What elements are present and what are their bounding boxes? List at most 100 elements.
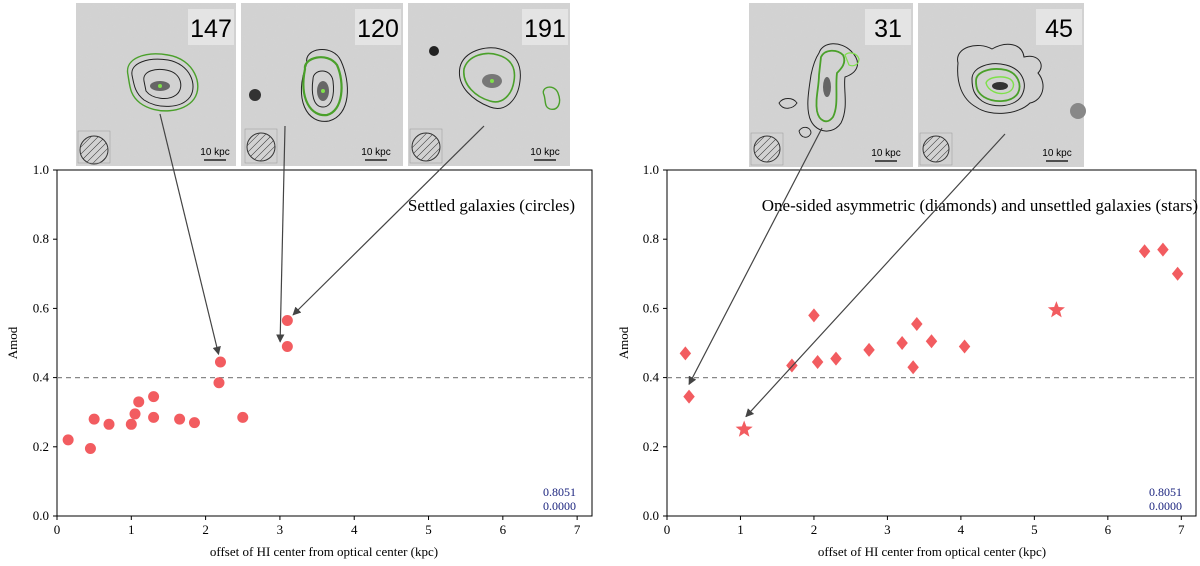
x-tick-label: 6 bbox=[1105, 522, 1112, 537]
thumbnail-arrow-31 bbox=[688, 127, 823, 386]
thumbnail-row-left: 147 10 kpc 120 bbox=[76, 3, 570, 166]
y-tick-label: 0.6 bbox=[33, 300, 50, 315]
thumbnail-label-147: 147 bbox=[190, 15, 232, 43]
right-panel: 31 10 kpc 45 bbox=[616, 3, 1198, 559]
y-tick-label: 0.4 bbox=[643, 370, 660, 385]
data-point-diamond bbox=[1171, 266, 1184, 281]
x-tick-label: 5 bbox=[1031, 522, 1038, 537]
data-point-diamond bbox=[925, 334, 938, 349]
data-point-diamond bbox=[1138, 244, 1151, 259]
x-tick-label: 2 bbox=[202, 522, 209, 537]
x-tick-label: 4 bbox=[351, 522, 358, 537]
right-panel-title: One-sided asymmetric (diamonds) and unse… bbox=[762, 196, 1198, 215]
y-tick-label: 0.2 bbox=[643, 439, 659, 454]
y-tick-label: 0.8 bbox=[643, 231, 659, 246]
y-tick-label: 0.2 bbox=[33, 439, 49, 454]
left-x-axis-label: offset of HI center from optical center … bbox=[210, 544, 438, 559]
x-tick-label: 2 bbox=[811, 522, 818, 537]
y-tick-label: 0.4 bbox=[33, 370, 50, 385]
galaxy-thumbnail-147: 147 10 kpc bbox=[76, 3, 236, 166]
x-tick-label: 5 bbox=[425, 522, 432, 537]
data-point-star bbox=[1047, 301, 1065, 318]
data-point-circle bbox=[133, 396, 145, 408]
x-tick-label: 7 bbox=[1178, 522, 1185, 537]
y-tick-label: 0.0 bbox=[643, 508, 659, 523]
data-point-circle bbox=[213, 377, 225, 389]
data-point-circle bbox=[188, 417, 200, 429]
y-tick-label: 1.0 bbox=[643, 162, 659, 177]
thumbnail-arrow-45 bbox=[745, 133, 1006, 418]
left-stat-value-2: 0.0000 bbox=[543, 499, 576, 513]
data-point-diamond bbox=[830, 351, 842, 366]
right-y-axis-label: Amod bbox=[616, 326, 631, 359]
x-tick-label: 1 bbox=[737, 522, 744, 537]
data-point-circle bbox=[148, 391, 160, 403]
x-tick-label: 4 bbox=[958, 522, 965, 537]
galaxy-thumbnail-120: 120 10 kpc bbox=[241, 3, 403, 166]
data-point-circle bbox=[174, 413, 186, 425]
scale-label: 10 kpc bbox=[361, 147, 390, 158]
thumbnail-label-120: 120 bbox=[357, 15, 399, 43]
data-point-star bbox=[735, 420, 753, 437]
data-point-circle bbox=[281, 340, 293, 352]
x-tick-label: 1 bbox=[128, 522, 135, 537]
thumbnail-row-right: 31 10 kpc 45 bbox=[749, 3, 1086, 167]
data-point-diamond bbox=[863, 342, 875, 357]
data-point-diamond bbox=[958, 339, 971, 354]
left-y-axis-label: Amod bbox=[5, 326, 20, 359]
scale-label: 10 kpc bbox=[1042, 148, 1071, 159]
data-point-diamond bbox=[907, 360, 919, 375]
x-tick-label: 3 bbox=[884, 522, 891, 537]
right-stat-value-2: 0.0000 bbox=[1149, 499, 1182, 513]
data-point-diamond bbox=[896, 336, 908, 350]
data-point-diamond bbox=[811, 355, 824, 370]
left-axes: 0 1 2 3 4 5 6 7 0.0 0.2 0.4 0.6 0.8 1.0 bbox=[33, 162, 593, 537]
x-tick-label: 6 bbox=[500, 522, 507, 537]
thumbnail-label-191: 191 bbox=[524, 15, 566, 43]
right-stat-value-1: 0.8051 bbox=[1149, 485, 1182, 499]
data-point-circle bbox=[148, 411, 160, 423]
data-point-circle bbox=[62, 434, 74, 446]
data-point-diamond bbox=[911, 316, 923, 331]
thumbnail-arrows bbox=[159, 113, 1006, 418]
data-point-circle bbox=[214, 356, 226, 368]
scale-label: 10 kpc bbox=[871, 148, 900, 159]
x-tick-label: 7 bbox=[574, 522, 581, 537]
x-tick-label: 0 bbox=[54, 522, 61, 537]
y-tick-label: 0.8 bbox=[33, 231, 49, 246]
right-x-axis-label: offset of HI center from optical center … bbox=[818, 544, 1046, 559]
data-point-circle bbox=[88, 413, 100, 425]
scale-label: 10 kpc bbox=[200, 147, 229, 158]
left-stat-value-1: 0.8051 bbox=[543, 485, 576, 499]
y-tick-label: 0.0 bbox=[33, 508, 49, 523]
thumbnail-arrow-191 bbox=[292, 125, 485, 316]
data-point-circle bbox=[237, 411, 249, 423]
right-plot-frame bbox=[666, 169, 1197, 517]
data-point-diamond bbox=[808, 308, 820, 323]
y-tick-label: 1.0 bbox=[33, 162, 49, 177]
left-panel-title: Settled galaxies (circles) bbox=[408, 196, 575, 215]
x-tick-label: 0 bbox=[664, 522, 671, 537]
thumbnail-label-45: 45 bbox=[1045, 15, 1073, 43]
data-point-diamond bbox=[679, 346, 692, 361]
left-panel: 147 10 kpc 120 bbox=[5, 3, 593, 559]
left-plot-frame bbox=[56, 169, 593, 517]
data-point-diamond bbox=[1157, 242, 1169, 257]
scale-label: 10 kpc bbox=[530, 147, 559, 158]
thumbnail-label-31: 31 bbox=[874, 15, 902, 43]
data-point-circle bbox=[129, 408, 141, 420]
galaxy-thumbnail-191: 191 10 kpc bbox=[408, 3, 570, 166]
y-tick-label: 0.6 bbox=[643, 300, 660, 315]
galaxy-thumbnail-45: 45 10 kpc bbox=[918, 3, 1086, 167]
data-point-circle bbox=[281, 315, 293, 327]
right-axes: 0 1 2 3 4 5 6 7 0.0 0.2 0.4 0.6 0.8 1.0 bbox=[643, 162, 1197, 537]
thumbnail-arrow-147 bbox=[159, 113, 221, 356]
data-point-circle bbox=[103, 418, 115, 430]
galaxy-thumbnail-31: 31 10 kpc bbox=[749, 3, 913, 167]
thumbnail-arrow-120 bbox=[276, 125, 286, 343]
data-point-circle bbox=[125, 418, 137, 430]
x-tick-label: 3 bbox=[277, 522, 284, 537]
data-point-diamond bbox=[683, 389, 695, 404]
data-point-circle bbox=[84, 443, 96, 455]
